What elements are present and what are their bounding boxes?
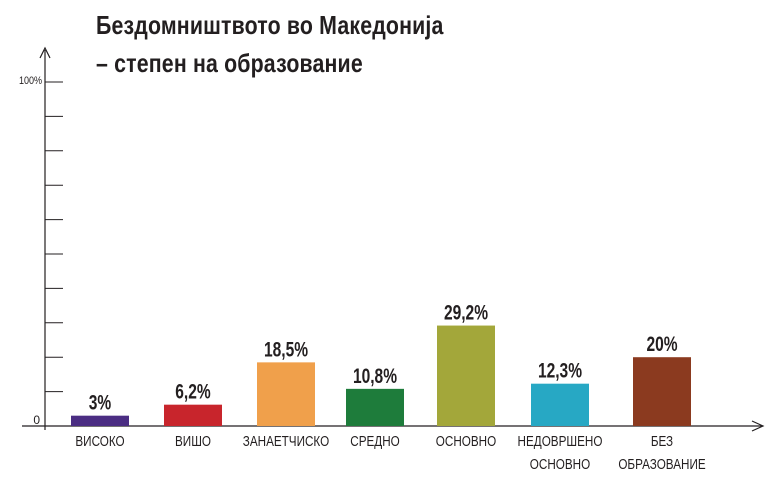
category-label: СРЕДНО [350, 433, 399, 450]
value-label: 12,3% [538, 358, 582, 382]
bar [257, 362, 315, 426]
bar [531, 383, 589, 426]
category-label: ОСНОВНО [530, 456, 590, 473]
bar [633, 357, 691, 426]
chart-title-line-2: – степен на образование [96, 48, 363, 78]
bar [164, 404, 222, 426]
bar [346, 388, 404, 426]
value-label: 6,2% [175, 379, 210, 403]
category-label: ЗАНАЕТЧИСКО [243, 433, 329, 450]
value-label: 20% [646, 332, 677, 356]
category-label: БЕЗ [651, 433, 673, 450]
category-label: ОСНОВНО [436, 433, 496, 450]
category-label: НЕДОВРШЕНО [518, 433, 603, 450]
value-label: 10,8% [353, 364, 397, 388]
category-label: ВИШО [175, 433, 211, 450]
value-label: 29,2% [444, 300, 488, 324]
bar [437, 325, 495, 426]
value-label: 18,5% [264, 337, 308, 361]
chart-title-line-1: Бездомништвото во Македонија [96, 10, 444, 40]
value-label: 3% [89, 390, 111, 414]
x-axis-arrow [751, 420, 765, 432]
bar [71, 415, 129, 426]
y-axis-arrow [39, 46, 51, 59]
category-label: ВИСОКО [75, 433, 124, 450]
category-label: ОБРАЗОВАНИЕ [618, 456, 705, 473]
y-tick-label-max: 100% [19, 75, 42, 87]
y-tick-label-min: 0 [33, 413, 40, 427]
